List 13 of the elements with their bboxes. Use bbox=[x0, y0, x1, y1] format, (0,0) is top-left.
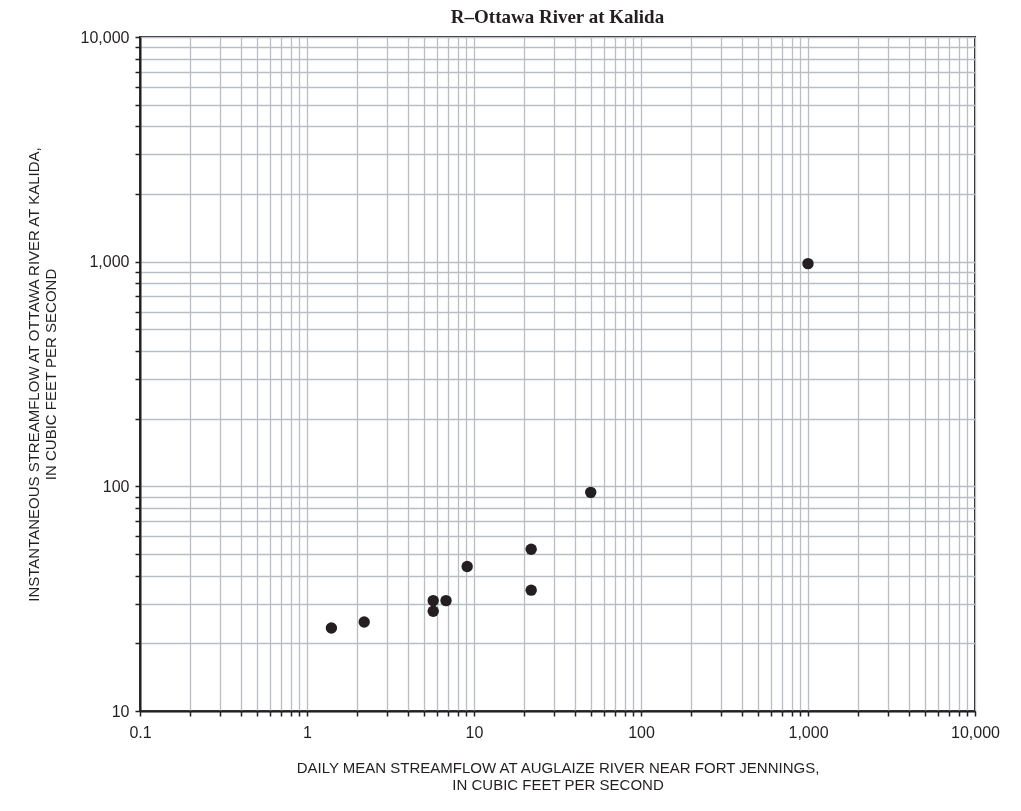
x-tick-label: 10,000 bbox=[951, 723, 1001, 741]
x-tick-label: 1 bbox=[303, 723, 313, 741]
x-axis-title: DAILY MEAN STREAMFLOW AT AUGLAIZE RIVER NEAR FORT JENNINGS, IN CUBIC FEET PER SECOND bbox=[296, 758, 820, 793]
x-tick-label: 100 bbox=[628, 723, 655, 741]
x-tick-label: 1,000 bbox=[788, 723, 829, 741]
y-axis-title: INSTANTANEOUS STREAMFLOW AT OTTAWA RIVER AT KALIDA, IN CUBIC FEET PER SECOND bbox=[24, 147, 59, 602]
x-tick-label: 10 bbox=[465, 723, 484, 741]
y-tick-label: 10 bbox=[111, 702, 130, 720]
y-tick-label: 10,000 bbox=[80, 28, 130, 46]
chart-title: R–Ottawa River at Kalida bbox=[450, 6, 665, 27]
x-tick-label: 0.1 bbox=[129, 723, 152, 741]
y-tick-label: 100 bbox=[102, 477, 130, 495]
y-tick-label: 1,000 bbox=[89, 253, 130, 271]
